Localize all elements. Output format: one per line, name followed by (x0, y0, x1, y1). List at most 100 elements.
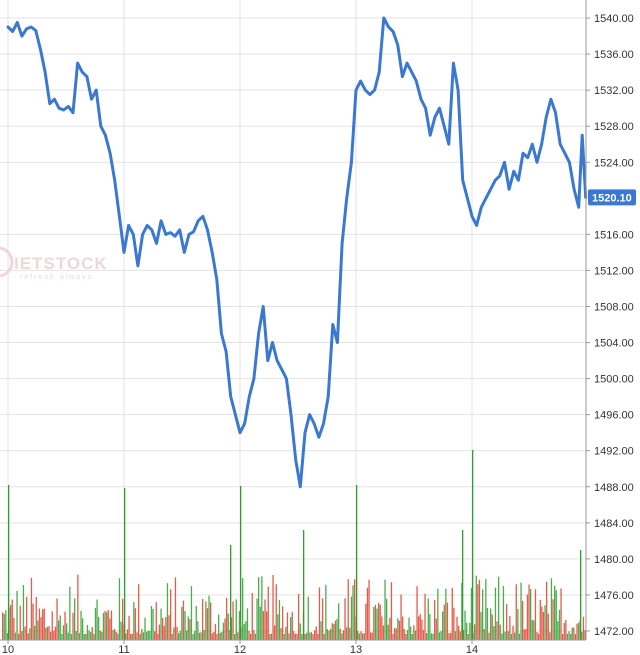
volume-bar (277, 614, 279, 640)
volume-bar (443, 604, 445, 640)
volume-bar (62, 625, 65, 640)
volume-bar (528, 584, 530, 640)
volume-bar (246, 608, 249, 640)
volume-bar (554, 585, 556, 640)
volume-bar (198, 632, 201, 640)
volume-bar (565, 620, 567, 640)
volume-bar (474, 624, 476, 640)
y-tick-label: 1516.00 (594, 229, 634, 241)
volume-bar (83, 633, 85, 640)
volume-bar (251, 593, 253, 640)
volume-bar (14, 632, 17, 640)
volume-bar (242, 578, 244, 640)
volume-bar (157, 633, 159, 640)
volume-bar (306, 632, 308, 640)
volume-bar (315, 626, 317, 640)
volume-bar (275, 584, 277, 640)
volume-bar (440, 631, 442, 640)
volume-bar (19, 605, 21, 640)
volume-bar (432, 633, 434, 640)
volume-bar (141, 629, 143, 640)
volume-bar (50, 631, 52, 640)
watermark-subtext: refresh always (20, 274, 93, 281)
volume-bar (562, 634, 564, 640)
volume-bar (230, 545, 232, 640)
volume-bar (483, 629, 485, 640)
x-tick-label: 13 (350, 644, 362, 655)
volume-bar (208, 595, 210, 640)
volume-bar (248, 631, 250, 640)
volume-bar (304, 634, 306, 640)
volume-bar (205, 601, 207, 640)
volume-bar (384, 579, 386, 640)
volume-bar (288, 633, 290, 640)
volume-bar (482, 589, 484, 640)
volume-bar (6, 633, 9, 640)
volume-bar (580, 550, 582, 640)
volume-bar (43, 608, 45, 640)
volume-bar (530, 589, 532, 640)
volume-bar (11, 599, 13, 640)
volume-bar (578, 622, 580, 640)
volume-bar (501, 633, 503, 640)
volume-bar (363, 633, 365, 640)
volume-bar (356, 485, 358, 640)
volume-bar (124, 488, 126, 640)
volume-bar (462, 530, 464, 640)
volume-bar (219, 632, 221, 640)
volume-bar (522, 600, 524, 640)
volume-bar (421, 619, 423, 640)
volume-bar (469, 622, 471, 640)
volume-bar (430, 633, 433, 640)
x-tick-label: 11 (118, 644, 129, 655)
volume-bar (571, 627, 573, 640)
volume-bar (566, 633, 569, 640)
volume-bar (230, 617, 233, 640)
volume-bar (459, 631, 461, 640)
volume-bar (478, 579, 481, 640)
volume-bar (21, 631, 23, 640)
volume-bar (270, 633, 273, 640)
volume-bar (70, 634, 73, 640)
volume-bar (259, 606, 261, 640)
volume-bar (94, 607, 97, 640)
volume-bar (358, 633, 361, 640)
x-axis: 10 11 12 13 14 (0, 639, 586, 655)
volume-bar (38, 608, 41, 640)
volume-bar (550, 578, 553, 640)
volume-bar (91, 627, 93, 640)
volume-bar (45, 628, 47, 640)
volume-bar (584, 630, 586, 640)
volume-bar (5, 610, 7, 640)
volume-bar (582, 616, 585, 640)
volume-bar (451, 587, 453, 640)
volume-bar (282, 606, 284, 640)
volume-bar (502, 586, 505, 640)
volume-bar (445, 588, 447, 640)
x-tick-label: 14 (466, 644, 478, 655)
volume-bar (422, 630, 425, 640)
volume-bar (544, 605, 546, 640)
volume-bar (253, 629, 255, 640)
volume-bar (171, 634, 173, 640)
volume-bar (370, 632, 372, 640)
volume-bar (334, 620, 337, 640)
volume-bar (448, 633, 450, 640)
volume-bar (110, 610, 113, 640)
volume-bar (475, 575, 477, 640)
volume-bar (462, 629, 465, 640)
y-tick-label: 1480.00 (594, 554, 634, 566)
volume-bar (523, 629, 525, 640)
volume-bar (240, 486, 242, 640)
volume-bar (298, 594, 300, 640)
volume-bar (389, 617, 391, 640)
volume-bar (227, 613, 229, 640)
volume-bar (387, 624, 389, 640)
volume-bar (30, 577, 33, 640)
volume-bar (490, 608, 492, 640)
volume-bar (115, 631, 117, 640)
y-tick-label: 1488.00 (594, 482, 634, 494)
y-tick-label: 1532.00 (594, 85, 634, 97)
volume-bar (416, 586, 418, 640)
